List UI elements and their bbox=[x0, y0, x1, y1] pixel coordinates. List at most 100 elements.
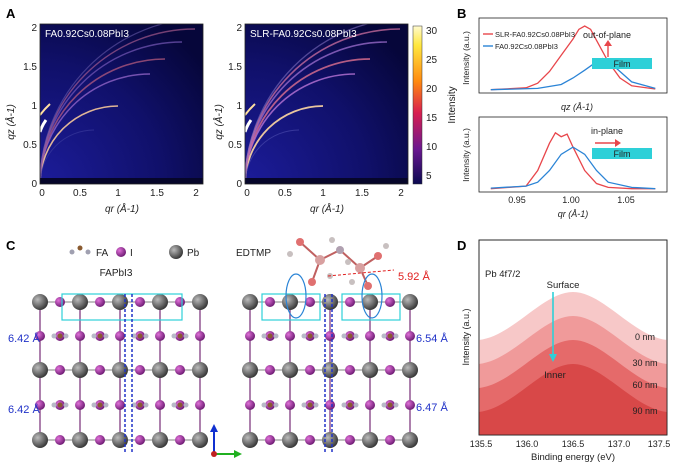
out-of-plane-label: out-of-plane bbox=[583, 30, 631, 40]
cbar-tick-15: 15 bbox=[426, 113, 438, 124]
series-line-slr bbox=[490, 25, 656, 91]
cbar-tick-20: 20 bbox=[426, 84, 438, 95]
lead-atom bbox=[242, 432, 258, 448]
fa-atom bbox=[387, 333, 393, 339]
surface-label: Surface bbox=[547, 280, 580, 291]
ytick-0: 0 bbox=[31, 179, 37, 190]
giwaxs-right-yticks: 0 0.5 1 1.5 2 bbox=[228, 23, 242, 190]
lead-atom bbox=[72, 362, 88, 378]
panel-c-letter: C bbox=[6, 238, 16, 253]
fa-atom bbox=[63, 402, 69, 408]
iodine-icon bbox=[116, 247, 126, 257]
iodine-atom bbox=[115, 400, 125, 410]
lead-atom bbox=[152, 432, 168, 448]
ytick-1: 1 bbox=[31, 101, 37, 112]
fa-atom bbox=[103, 402, 109, 408]
spacing-right-bottom: 6.47 Å bbox=[416, 401, 448, 414]
xtick-15-r: 1.5 bbox=[355, 188, 369, 199]
fa-atom bbox=[57, 402, 63, 408]
iodine-atom bbox=[305, 297, 315, 307]
iodine-atom bbox=[75, 331, 85, 341]
legend-control-label: FA0.92Cs0.08PbI3 bbox=[495, 42, 558, 51]
panel-a: A FA0.92Cs0.08PbI3 SLR-FA0.92Cs0.08PbI3 … bbox=[4, 6, 458, 215]
iodine-atom bbox=[245, 331, 255, 341]
lead-atom bbox=[402, 294, 418, 310]
lead-atom bbox=[402, 432, 418, 448]
fa-atom bbox=[57, 333, 63, 339]
fa-carbon-icon bbox=[77, 245, 83, 251]
fa-atom bbox=[313, 402, 319, 408]
legend-i: I bbox=[130, 248, 133, 259]
cbar-tick-10: 10 bbox=[426, 142, 438, 153]
iodine-atom bbox=[55, 365, 65, 375]
fa-atom bbox=[381, 333, 387, 339]
fa-atom bbox=[347, 333, 353, 339]
iodine-atom bbox=[175, 435, 185, 445]
fa-atom bbox=[171, 402, 177, 408]
lead-atom bbox=[192, 362, 208, 378]
giwaxs-left-ylabel: qz (Å-1) bbox=[4, 104, 17, 140]
fa-atom bbox=[273, 333, 279, 339]
plot-top-frame bbox=[478, 17, 668, 94]
fa-atom bbox=[143, 402, 149, 408]
xtick-100: 1.00 bbox=[562, 195, 580, 205]
iodine-atom bbox=[95, 365, 105, 375]
xps-xticks: 135.5 136.0 136.5 137.0 137.5 bbox=[470, 439, 671, 449]
iodine-atom bbox=[325, 331, 335, 341]
fa-atom bbox=[97, 402, 103, 408]
fa-atom bbox=[301, 402, 307, 408]
iodine-atom bbox=[345, 435, 355, 445]
in-plane-arrowhead bbox=[615, 139, 621, 147]
ytick-2-r: 2 bbox=[236, 23, 242, 34]
lead-atom bbox=[152, 362, 168, 378]
cbar-tick-5: 5 bbox=[426, 171, 432, 182]
lead-atom bbox=[112, 432, 128, 448]
film-label-bottom: Film bbox=[614, 149, 631, 159]
distance-line bbox=[327, 269, 395, 277]
panel-c: C FA I Pb EDTMP FAPbI3 bbox=[6, 237, 448, 458]
iodine-atom bbox=[95, 435, 105, 445]
xps-layer-90nm bbox=[479, 364, 667, 435]
lead-atom bbox=[32, 432, 48, 448]
plot-bottom-xticks: 0.95 1.00 1.05 bbox=[508, 195, 635, 205]
lead-atom bbox=[192, 432, 208, 448]
fa-atom bbox=[267, 333, 273, 339]
plot-bottom-curves bbox=[490, 131, 656, 190]
xtick-2-r: 2 bbox=[398, 188, 404, 199]
fa-atom bbox=[393, 402, 399, 408]
fa-atom bbox=[97, 333, 103, 339]
fa-atom bbox=[313, 333, 319, 339]
fa-atom bbox=[267, 402, 273, 408]
giwaxs-map-right bbox=[245, 24, 408, 184]
iodine-atom bbox=[35, 331, 45, 341]
depth-90nm: 90 nm bbox=[632, 406, 657, 416]
iodine-atom bbox=[95, 297, 105, 307]
fa-atom bbox=[183, 333, 189, 339]
lead-atom bbox=[112, 362, 128, 378]
distance-label: 5.92 Å bbox=[398, 270, 430, 283]
spacing-left-top: 6.42 Å bbox=[8, 332, 40, 345]
edtmp-title: EDTMP bbox=[236, 248, 271, 259]
xps-depth-layers bbox=[479, 292, 667, 435]
fa-atom bbox=[51, 402, 57, 408]
fa-atom bbox=[273, 402, 279, 408]
lead-atom bbox=[72, 294, 88, 310]
fa-atom bbox=[347, 402, 353, 408]
fa-atom bbox=[143, 333, 149, 339]
iodine-atom bbox=[155, 331, 165, 341]
xtick-095: 0.95 bbox=[508, 195, 526, 205]
surface-box-right-1 bbox=[261, 293, 321, 321]
iodine-atom bbox=[385, 297, 395, 307]
xtick-05-r: 0.5 bbox=[278, 188, 292, 199]
legend-fa: FA bbox=[96, 248, 109, 259]
spacing-left-bottom: 6.42 Å bbox=[8, 403, 40, 416]
fa-atom bbox=[261, 402, 267, 408]
lead-atom bbox=[322, 432, 338, 448]
fa-atom bbox=[341, 402, 347, 408]
depth-60nm: 60 nm bbox=[632, 380, 657, 390]
xtick-05: 0.5 bbox=[73, 188, 87, 199]
series-line-control bbox=[490, 146, 656, 190]
plot-top-xlabel: qz (Å-1) bbox=[561, 102, 593, 112]
xtick-1-r: 1 bbox=[320, 188, 326, 199]
lead-atom bbox=[192, 294, 208, 310]
